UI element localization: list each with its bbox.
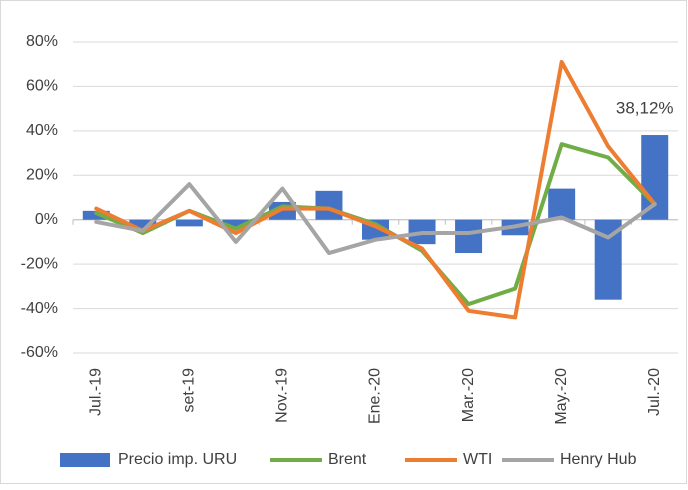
x-tick-label: May.-20: [553, 368, 570, 425]
line: [94, 59, 657, 320]
y-tick-label: 80%: [26, 33, 58, 50]
bar: [222, 219, 250, 229]
x-tick-label: Jul.-20: [646, 368, 663, 416]
legend-label: Henry Hub: [560, 451, 637, 468]
line: [94, 182, 657, 256]
bar: [641, 135, 669, 220]
y-tick-label: -40%: [21, 300, 58, 317]
bar: [455, 219, 483, 254]
legend-label: Brent: [328, 451, 367, 468]
legend-swatch: [60, 453, 110, 467]
y-tick-label: 60%: [26, 78, 58, 95]
data-label: 38,12%: [616, 99, 674, 118]
x-tick-label: Mar.-20: [460, 368, 477, 422]
bar: [315, 190, 343, 220]
x-tick-label: Ene.-20: [367, 368, 384, 424]
bar: [175, 219, 203, 227]
bar: [82, 210, 110, 220]
y-tick-label: 40%: [26, 122, 58, 139]
y-tick-label: -60%: [21, 344, 58, 361]
bar: [129, 219, 157, 229]
y-tick-label: 0%: [35, 211, 58, 228]
legend-label: Precio imp. URU: [118, 451, 237, 468]
bar: [548, 188, 576, 220]
x-tick-label: Nov.-19: [274, 368, 291, 423]
y-tick-label: 20%: [26, 167, 58, 184]
x-tick-label: set-19: [181, 368, 198, 413]
legend-label: WTI: [463, 451, 492, 468]
y-tick-label: -20%: [21, 255, 58, 272]
x-tick-label: Jul.-19: [87, 368, 104, 416]
